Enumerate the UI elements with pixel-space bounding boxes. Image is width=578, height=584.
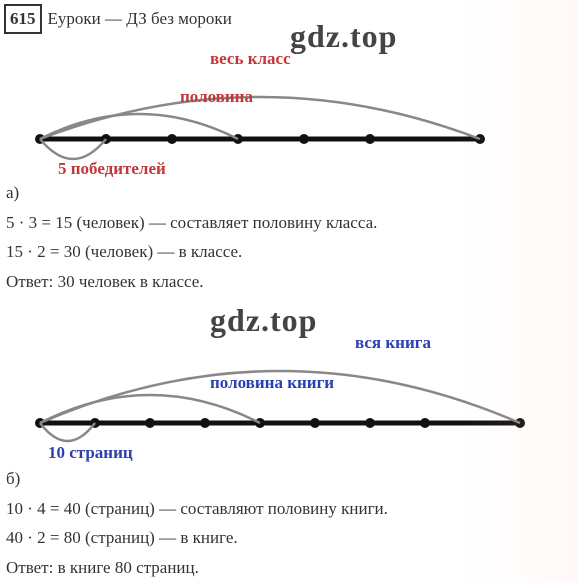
part-b-answer: Ответ: в книге 80 страниц. bbox=[6, 555, 566, 581]
part-b-label: б) bbox=[6, 466, 566, 492]
svg-text:половина книги: половина книги bbox=[210, 373, 334, 392]
part-a-answer: Ответ: 30 человек в классе. bbox=[6, 269, 566, 295]
part-a-step2: 15 · 2 = 30 (человек) — в классе. bbox=[6, 239, 566, 265]
part-b-step1: 10 · 4 = 40 (страниц) — составляют полов… bbox=[6, 496, 566, 522]
svg-text:половина: половина bbox=[180, 87, 253, 106]
svg-text:вся книга: вся книга bbox=[355, 333, 431, 352]
diagram-book: вся книга половина книги 10 страниц bbox=[10, 318, 550, 476]
part-a-label: а) bbox=[6, 180, 566, 206]
diagram-class: весь классполовина5 победителей bbox=[10, 34, 530, 192]
site-tagline: Еуроки — ДЗ без мороки bbox=[48, 6, 232, 32]
exercise-header: 615 Еуроки — ДЗ без мороки bbox=[4, 4, 232, 34]
part-b-step2: 40 · 2 = 80 (страниц) — в книге. bbox=[6, 525, 566, 551]
diagram-class-svg: весь классполовина5 победителей bbox=[10, 34, 530, 184]
part-b-block: б) 10 · 4 = 40 (страниц) — составляют по… bbox=[6, 462, 566, 584]
part-a-block: а) 5 · 3 = 15 (человек) — составляет пол… bbox=[6, 176, 566, 298]
diagram-book-svg: вся книга половина книги 10 страниц bbox=[10, 318, 550, 468]
exercise-number: 615 bbox=[4, 4, 42, 34]
svg-text:10 страниц: 10 страниц bbox=[48, 443, 133, 462]
part-a-step1: 5 · 3 = 15 (человек) — составляет полови… bbox=[6, 210, 566, 236]
svg-text:весь класс: весь класс bbox=[210, 49, 291, 68]
